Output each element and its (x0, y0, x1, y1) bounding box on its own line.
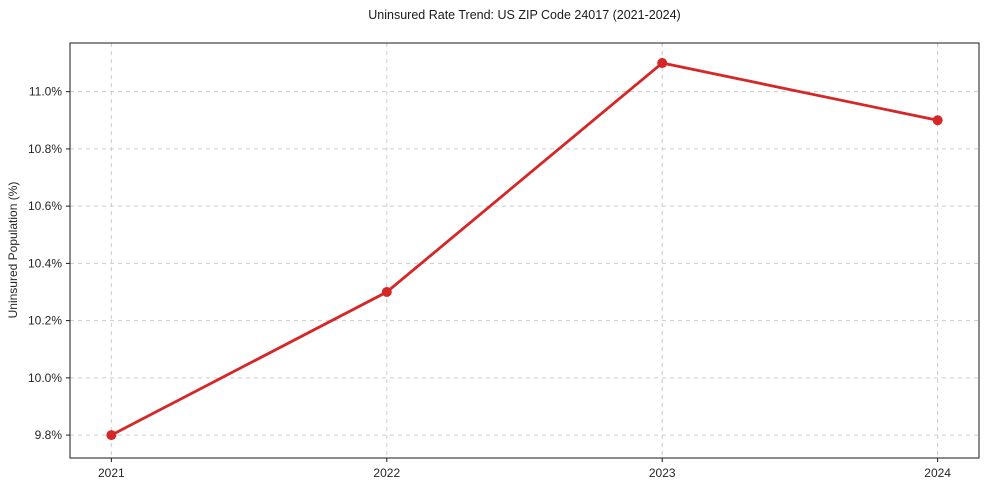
x-tick-label: 2024 (924, 466, 951, 480)
axes-border (69, 42, 980, 459)
data-point (106, 430, 117, 441)
x-tick-label: 2021 (98, 466, 125, 480)
x-tick-label: 2022 (373, 466, 400, 480)
y-tick-label: 10.4% (28, 256, 62, 270)
x-tick-label: 2023 (649, 466, 676, 480)
y-tick-label: 10.2% (28, 314, 62, 328)
data-point (657, 58, 668, 69)
data-point (381, 287, 392, 297)
y-tick-label: 10.8% (28, 142, 62, 156)
y-tick-label: 10.0% (28, 371, 62, 385)
trend-line (109, 61, 940, 437)
data-point (932, 115, 943, 126)
y-tick-label: 10.6% (28, 199, 62, 213)
chart-title: Uninsured Rate Trend: US ZIP Code 24017 … (368, 8, 681, 22)
y-tick-label: 11.0% (29, 85, 62, 99)
y-tick-label: 9.8% (35, 428, 63, 442)
